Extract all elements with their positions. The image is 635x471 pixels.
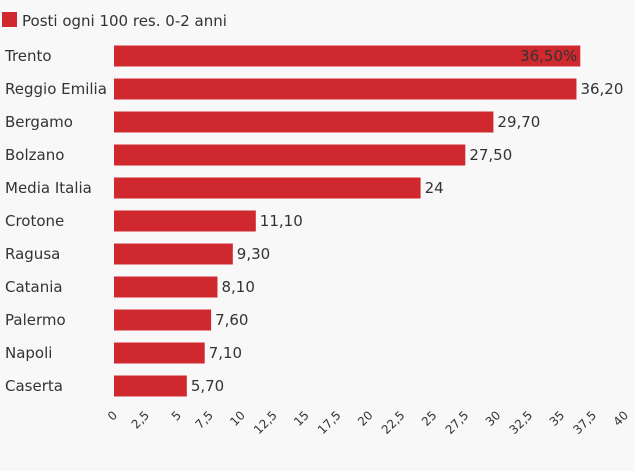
bar xyxy=(114,144,466,166)
data-label: 5,70 xyxy=(191,377,224,395)
x-tick-label: 35 xyxy=(547,408,568,429)
category-label: Ragusa xyxy=(5,245,60,263)
bar xyxy=(114,210,256,232)
category-label: Bolzano xyxy=(5,146,64,164)
data-label: 27,50 xyxy=(469,146,512,164)
bar xyxy=(114,309,212,331)
x-tick-label: 37,5 xyxy=(570,408,599,437)
data-label: 24 xyxy=(425,179,444,197)
bar xyxy=(114,111,494,133)
x-tick-label: 10 xyxy=(227,408,248,429)
x-tick-label: 12,5 xyxy=(251,408,280,437)
category-label: Trento xyxy=(4,47,52,65)
x-tick-label: 25 xyxy=(419,408,440,429)
bar xyxy=(114,78,577,100)
data-label: 11,10 xyxy=(260,212,303,230)
bar xyxy=(114,375,187,397)
x-tick-label: 17,5 xyxy=(315,408,344,437)
x-tick-label: 2,5 xyxy=(129,408,152,431)
x-tick-label: 0 xyxy=(105,408,120,423)
data-label: 36,20 xyxy=(580,80,623,98)
category-label: Reggio Emilia xyxy=(5,80,107,98)
legend-swatch xyxy=(2,12,17,27)
category-label: Palermo xyxy=(5,311,66,329)
data-label: 7,10 xyxy=(209,344,242,362)
category-label: Napoli xyxy=(5,344,52,362)
data-label: 9,30 xyxy=(237,245,270,263)
x-tick-label: 20 xyxy=(355,408,376,429)
data-label: 7,60 xyxy=(215,311,248,329)
bar xyxy=(114,276,218,298)
x-tick-label: 40 xyxy=(610,408,631,429)
category-label: Bergamo xyxy=(5,113,73,131)
data-label: 36,50% xyxy=(520,47,577,65)
bar xyxy=(114,45,581,67)
x-tick-label: 15 xyxy=(291,408,312,429)
legend-label: Posti ogni 100 res. 0-2 anni xyxy=(22,12,227,30)
data-label: 29,70 xyxy=(497,113,540,131)
x-tick-label: 5 xyxy=(169,408,184,423)
bar xyxy=(114,342,205,364)
value-labels: 36,50%36,20 29,70 27,50 24 11,10 9,30 8,10 7,60… xyxy=(191,47,624,395)
bar xyxy=(114,177,421,199)
category-label: Media Italia xyxy=(5,179,92,197)
x-tick-label: 30 xyxy=(483,408,504,429)
bar xyxy=(114,243,233,265)
category-label: Crotone xyxy=(5,212,64,230)
x-tick-label: 27,5 xyxy=(443,408,472,437)
category-label: Catania xyxy=(5,278,63,296)
x-axis-ticks: 0 2,5 5 7,5 10 12,5 15 17,5 20 22,5 25 27,5 30 32,5 35… xyxy=(105,408,631,437)
data-label: 8,10 xyxy=(221,278,254,296)
category-labels: Trento Reggio Emilia Bergamo Bolzano Media I… xyxy=(4,47,107,395)
x-tick-label: 32,5 xyxy=(507,408,536,437)
bars xyxy=(114,45,581,397)
category-label: Caserta xyxy=(5,377,63,395)
x-tick-label: 7,5 xyxy=(193,408,216,431)
x-tick-label: 22,5 xyxy=(379,408,408,437)
legend: Posti ogni 100 res. 0-2 anni xyxy=(2,12,227,30)
